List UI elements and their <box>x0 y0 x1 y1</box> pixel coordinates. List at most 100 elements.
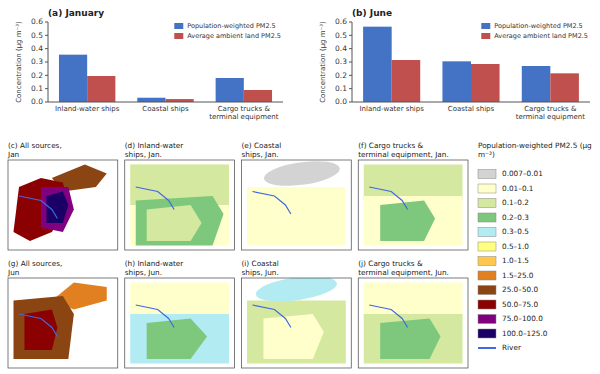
legend: Population-weighted PM2.5Average ambient… <box>174 22 281 40</box>
map-background <box>358 160 468 250</box>
bar-chart: 0.00.10.20.30.40.50.6Inland-water shipsC… <box>15 8 283 121</box>
text-line: terminal equipment, Jan. <box>358 150 449 159</box>
key-label: 0.5–1.0 <box>502 242 529 251</box>
map-region <box>380 319 440 360</box>
bar <box>216 78 244 102</box>
map-clip <box>364 283 463 364</box>
legend-swatch <box>481 23 490 29</box>
panel-title: (d) Inland-waterships, Jan. <box>125 141 184 159</box>
map-content <box>130 283 229 364</box>
key-label: 0.01–0.1 <box>502 184 534 193</box>
tick-label: 0.3 <box>335 57 347 66</box>
map-content <box>364 165 463 246</box>
legend-swatch <box>174 23 183 29</box>
key-swatch <box>478 329 496 338</box>
text-line: (j) Cargo trucks & <box>358 259 423 268</box>
tick-label: 0.5 <box>335 31 347 40</box>
legend-label: Average ambient land PM2.5 <box>494 32 588 40</box>
map-panel: (h) Inland-waterships, Jun. <box>125 259 235 368</box>
map-panel: (d) Inland-waterships, Jan. <box>125 141 235 250</box>
y-axis-label: Concentration (μg m⁻³) <box>15 21 23 103</box>
key-river-line <box>478 347 496 349</box>
key-swatch <box>478 184 496 193</box>
y-axis <box>48 22 49 102</box>
text-line: (c) All sources, <box>8 141 62 150</box>
map-background <box>358 278 468 368</box>
text-line: Jan <box>7 150 19 159</box>
panel-title: (i) Coastalships, Jun. <box>242 259 279 277</box>
map-region <box>130 314 229 364</box>
map-region <box>136 196 224 246</box>
map-content <box>364 283 463 364</box>
map-frame <box>358 278 468 368</box>
panel-title: (j) Cargo trucks &terminal equipment, Ju… <box>358 259 449 277</box>
bars <box>59 55 272 102</box>
x-axis <box>352 102 590 103</box>
category-label: Cargo trucks &terminal equipment <box>516 105 586 121</box>
text-line: Inland-water ships <box>55 105 120 113</box>
tick-label: 0.2 <box>31 71 43 80</box>
text-line: ships, Jan. <box>125 150 162 159</box>
map-frame <box>242 278 352 368</box>
map-frame <box>8 160 118 250</box>
text-line: Population-weighted PM2.5 (μg <box>478 141 592 150</box>
key-label: River <box>502 343 521 352</box>
map-frame <box>242 160 352 250</box>
map-region <box>41 187 74 232</box>
key-label: 1.5–25.0 <box>502 271 534 280</box>
tick-label: 0.3 <box>31 57 43 66</box>
map-panel: (i) Coastalships, Jun. <box>242 259 352 368</box>
map-region <box>253 278 339 306</box>
bar <box>471 64 500 102</box>
map-panel: (f) Cargo trucks &terminal equipment, Ja… <box>358 141 468 250</box>
map-region <box>247 187 346 246</box>
map-panel: (c) All sources,Jan <box>7 141 118 250</box>
map-frame <box>358 160 468 250</box>
text-line: terminal equipment <box>516 113 586 121</box>
category-label: Coastal ships <box>142 105 189 113</box>
tick-label: 0.0 <box>335 97 347 106</box>
x-axis <box>48 102 283 103</box>
text-line: (e) Coastal <box>242 141 282 150</box>
map-clip <box>247 160 346 246</box>
map-content <box>13 165 106 242</box>
map-region <box>147 205 202 241</box>
color-key: Population-weighted PM2.5 (μgm⁻³)0.007–0… <box>478 141 592 352</box>
category-label: Inland-water ships <box>55 105 120 113</box>
bar <box>392 60 421 102</box>
map-region <box>364 283 463 319</box>
text-line: Inland-water ships <box>359 105 424 113</box>
map-panel: (e) Coastalships, Jan. <box>242 141 352 250</box>
text-line: Coastal ships <box>448 105 495 113</box>
map-content <box>13 283 106 360</box>
map-frame <box>125 278 235 368</box>
river <box>369 305 407 328</box>
text-line: (f) Cargo trucks & <box>358 141 423 150</box>
key-swatch <box>478 315 496 324</box>
map-background <box>8 160 118 250</box>
text-line: (i) Coastal <box>242 259 279 268</box>
map-region <box>364 196 463 246</box>
legend-label: Population-weighted PM2.5 <box>494 22 582 30</box>
map-region <box>262 160 342 190</box>
tick-label: 0.6 <box>31 17 43 26</box>
map-content <box>247 160 346 246</box>
map-clip <box>13 283 106 360</box>
y-axis <box>352 22 353 102</box>
text-line: (g) All sources, <box>8 259 62 268</box>
legend-label: Average ambient land PM2.5 <box>187 32 281 40</box>
key-label: 0.1–0.2 <box>502 198 529 207</box>
tick-label: 0.4 <box>31 44 43 53</box>
map-region <box>130 283 229 319</box>
key-title: Population-weighted PM2.5 (μgm⁻³) <box>478 141 592 159</box>
key-label: 25.0–50.0 <box>502 285 538 294</box>
figure: 0.00.10.20.30.40.50.6Inland-water shipsC… <box>0 0 600 374</box>
map-frame <box>8 278 118 368</box>
chart-title: (b) June <box>352 8 392 18</box>
key-swatch <box>478 242 496 251</box>
map-region <box>364 314 463 364</box>
river <box>252 192 290 215</box>
bar <box>59 55 87 102</box>
legend: Population-weighted PM2.5 Average ambient… <box>481 22 588 40</box>
bar <box>522 66 551 102</box>
